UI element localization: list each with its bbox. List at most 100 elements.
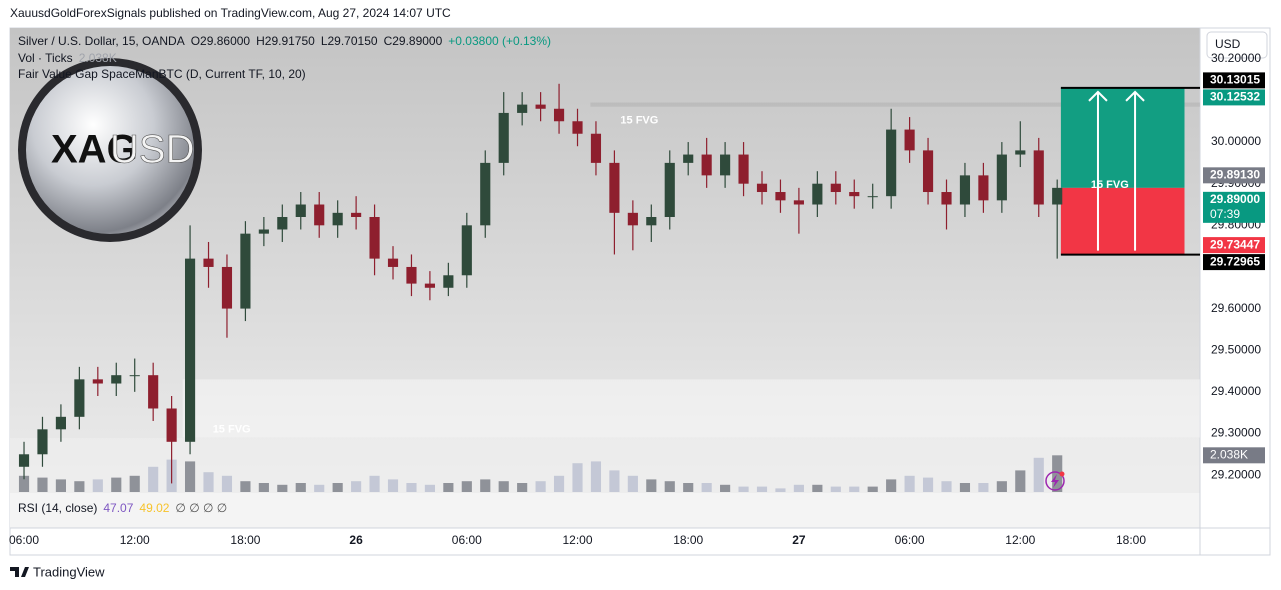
legend-ohlc: H29.91750 bbox=[256, 34, 315, 48]
volume-bar bbox=[498, 481, 509, 492]
candle-body bbox=[941, 192, 952, 205]
volume-bar bbox=[184, 461, 196, 492]
plot: 15 FVG 15 FVG 15 FVG bbox=[18, 83, 1201, 492]
volume-bar bbox=[424, 484, 435, 492]
candle-body bbox=[406, 266, 417, 284]
currency-button[interactable] bbox=[1206, 31, 1268, 59]
candle-body bbox=[793, 200, 804, 205]
legend-indicator: Fair Value Gap SpaceManBTC (D, Current T… bbox=[18, 67, 306, 81]
candle-body bbox=[498, 112, 509, 163]
price-label-bg bbox=[1203, 191, 1265, 223]
candle-body bbox=[609, 162, 620, 213]
volume-bar bbox=[258, 483, 269, 492]
volume-bar bbox=[553, 475, 565, 492]
candle-body bbox=[922, 150, 934, 193]
volume-bar bbox=[627, 475, 638, 492]
y-tick-label: 29.50000 bbox=[1211, 342, 1261, 356]
volume-bar bbox=[406, 483, 417, 492]
rsi-placeholders: ∅ ∅ ∅ ∅ bbox=[175, 501, 227, 515]
y-tick-label: 30.00000 bbox=[1211, 134, 1261, 148]
candle-body bbox=[830, 183, 841, 193]
position-loss bbox=[1060, 187, 1185, 255]
volume-bar bbox=[129, 475, 140, 492]
legend-ohlc: L29.70150 bbox=[321, 34, 378, 48]
rsi-value: 49.02 bbox=[139, 501, 169, 515]
y-tick-label: 29.30000 bbox=[1211, 426, 1261, 440]
legend-title: Silver / U.S. Dollar, 15, OANDA bbox=[18, 34, 185, 48]
x-tick-label: 27 bbox=[792, 533, 806, 547]
volume-bar bbox=[996, 481, 1007, 492]
volume-bar bbox=[55, 479, 66, 492]
price-label-bg bbox=[1203, 254, 1265, 271]
legend-ohlc: C29.89000 bbox=[384, 34, 443, 48]
price-label: 29.89130 bbox=[1210, 168, 1260, 182]
candle-body bbox=[590, 133, 602, 163]
logo: XAG USD bbox=[18, 58, 202, 242]
rsi-value: 47.07 bbox=[103, 501, 133, 515]
fvg-label: 15 FVG bbox=[1091, 179, 1129, 191]
volume-bar bbox=[683, 483, 694, 492]
candle-body bbox=[277, 216, 288, 230]
candle-body bbox=[443, 275, 454, 288]
legend-ohlc: +0.03800 (+0.13%) bbox=[448, 34, 551, 48]
volume-bar bbox=[74, 481, 85, 492]
volume-bar bbox=[701, 483, 712, 492]
candle-body bbox=[572, 121, 583, 134]
volume-bar bbox=[1015, 470, 1026, 492]
candle-body bbox=[387, 258, 399, 267]
candle-body bbox=[166, 408, 177, 442]
alert-icon bbox=[1045, 471, 1065, 491]
candle-body bbox=[904, 129, 915, 151]
price-label: 30.13015 bbox=[1210, 73, 1260, 87]
volume-bar bbox=[148, 466, 159, 492]
candle-body bbox=[775, 192, 786, 201]
candle-body bbox=[720, 154, 731, 176]
volume-bar bbox=[517, 483, 528, 492]
y-tick-label: 29.60000 bbox=[1211, 301, 1261, 315]
legend-volume: Vol · Ticks bbox=[18, 51, 73, 65]
arrow bbox=[1088, 90, 1108, 251]
candle-body bbox=[258, 229, 269, 234]
candle-body bbox=[849, 192, 860, 197]
candle-body bbox=[92, 379, 103, 384]
price-label: 29.89000 bbox=[1210, 192, 1260, 206]
logo-face bbox=[26, 66, 194, 234]
volume-bar bbox=[738, 486, 749, 492]
candle-body bbox=[886, 129, 897, 197]
volume-bar bbox=[756, 486, 768, 492]
currency[interactable]: USD bbox=[1215, 37, 1241, 51]
candle-body bbox=[701, 154, 712, 176]
candle-body bbox=[203, 258, 214, 267]
candle-body bbox=[517, 104, 528, 113]
arrow bbox=[1125, 90, 1145, 251]
candle-body bbox=[314, 204, 325, 226]
volume-bar bbox=[830, 486, 841, 492]
tv-logo bbox=[10, 567, 29, 577]
candle-body bbox=[535, 104, 546, 109]
candle-body bbox=[221, 266, 233, 309]
candle-body bbox=[55, 416, 66, 430]
volume-bar bbox=[111, 477, 122, 492]
x-tick-label: 18:00 bbox=[673, 533, 703, 547]
fvg-zone bbox=[590, 102, 1200, 107]
candle-body bbox=[480, 162, 491, 226]
candle-body bbox=[959, 175, 971, 205]
price-label-bg bbox=[1203, 72, 1265, 89]
candle-body bbox=[295, 204, 306, 217]
volume-bar bbox=[92, 479, 103, 492]
candle-body bbox=[1015, 150, 1026, 155]
candle-body bbox=[812, 183, 823, 205]
price-label: 29.73447 bbox=[1210, 237, 1260, 251]
rsi-name: RSI (14, close) bbox=[18, 501, 97, 515]
candle-body bbox=[978, 175, 989, 201]
x-tick-label: 06:00 bbox=[9, 533, 39, 547]
candle-body bbox=[18, 454, 30, 467]
volume-bar bbox=[351, 481, 362, 492]
candle-body bbox=[148, 375, 159, 409]
volume-axis-label-bg bbox=[1203, 447, 1265, 464]
candle-body bbox=[184, 258, 196, 442]
legend-volume-value: 2.038K bbox=[79, 51, 117, 65]
volume-bar bbox=[664, 481, 675, 492]
rsi-pane bbox=[10, 493, 1200, 528]
